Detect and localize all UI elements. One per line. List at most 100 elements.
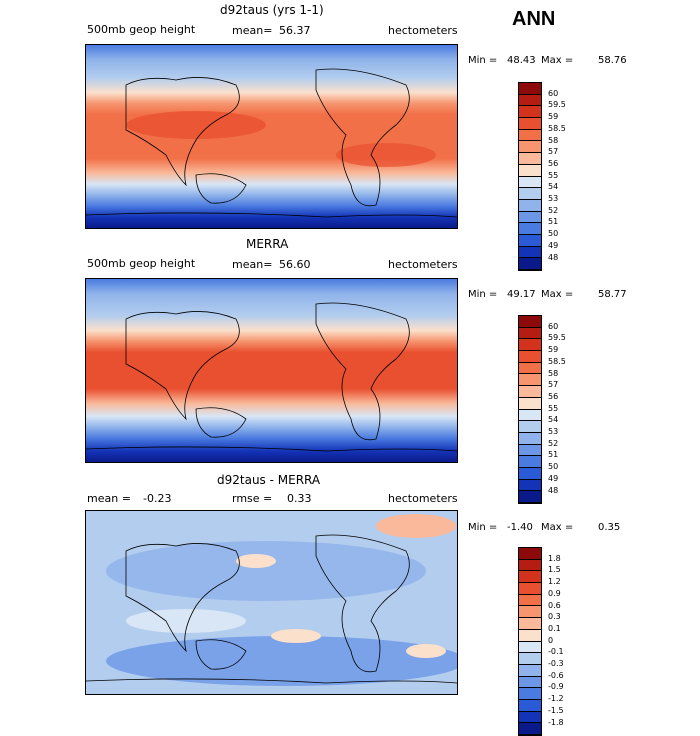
colorbar-tick-label: 59	[548, 345, 559, 355]
colorbar-swatch	[519, 583, 541, 595]
colorbar-swatch	[519, 106, 541, 119]
colorbar-swatch	[519, 141, 541, 154]
panel2-mean-value: 56.60	[279, 258, 311, 271]
colorbar-swatch	[519, 688, 541, 700]
panel1-mean-value: 56.37	[279, 24, 311, 37]
panel3-max-label: Max =	[541, 522, 574, 533]
colorbar-swatch	[519, 409, 541, 422]
panel3-min-label: Min =	[468, 522, 498, 533]
panel2-max-label: Max =	[541, 289, 574, 300]
colorbar-tick-label: 1.2	[548, 577, 561, 587]
colorbar-tick-label: 50	[548, 462, 559, 472]
colorbar-swatch	[519, 456, 541, 468]
colorbar-swatch	[519, 491, 541, 503]
colorbar-tick-label: 54	[548, 182, 559, 192]
colorbar-tick-label: 56	[548, 391, 559, 401]
colorbar-swatch	[519, 618, 541, 630]
panel1-min-label: Min =	[468, 55, 498, 66]
colorbar-tick-label: 55	[548, 170, 559, 180]
colorbar-swatch	[519, 479, 541, 492]
colorbar-swatch	[519, 711, 541, 724]
panel3-map	[85, 510, 458, 695]
panel3-min-value: -1.40	[507, 522, 533, 533]
colorbar-tick-label: 0.1	[548, 623, 561, 633]
colorbar-tick-label: 57	[548, 380, 559, 390]
colorbar-swatch	[519, 246, 541, 259]
colorbar-swatch	[519, 653, 541, 665]
colorbar-tick-label: 58.5	[548, 123, 566, 133]
colorbar-tick-label: 57	[548, 147, 559, 157]
colorbar-tick-label: 1.5	[548, 565, 561, 575]
panel1-map	[85, 44, 458, 229]
colorbar-tick-label: 51	[548, 450, 559, 460]
colorbar-swatch	[519, 188, 541, 200]
colorbar-swatch	[519, 362, 541, 375]
colorbar-tick-label: 59.5	[548, 333, 566, 343]
colorbar-tick-label: 58.5	[548, 356, 566, 366]
colorbar-swatch	[519, 234, 541, 247]
colorbar-tick-label: -0.1	[548, 647, 564, 657]
colorbar-tick-label: 58	[548, 368, 559, 378]
colorbar-swatch	[519, 83, 541, 95]
panel3-units: hectometers	[388, 492, 458, 505]
colorbar-swatch	[519, 94, 541, 107]
colorbar-tick-label: -1.8	[548, 717, 564, 727]
colorbar-swatch	[519, 421, 541, 433]
colorbar-tick-label: 49	[548, 240, 559, 250]
colorbar-tick-label: 0.9	[548, 588, 561, 598]
colorbar-swatch	[519, 467, 541, 480]
panel2-min-label: Min =	[468, 289, 498, 300]
colorbar-tick-label: 59	[548, 112, 559, 122]
colorbar-tick-label: 58	[548, 135, 559, 145]
colorbar-tick-label: 54	[548, 415, 559, 425]
season-label: ANN	[512, 8, 556, 30]
colorbar-swatch	[519, 606, 541, 619]
colorbar-swatch	[519, 664, 541, 677]
colorbar-tick-label: 1.8	[548, 553, 561, 563]
colorbar-swatch	[519, 223, 541, 235]
colorbar-tick-label: 0	[548, 635, 554, 645]
panel1-coastlines	[86, 68, 457, 218]
panel2-mean-label: mean=	[232, 258, 273, 271]
colorbar-tick-label: 52	[548, 205, 559, 215]
colorbar-swatch	[519, 351, 541, 363]
colorbar-tick-label: 0.6	[548, 600, 561, 610]
panel2-left-label: 500mb geop height	[87, 257, 196, 270]
colorbar-tick-label: -1.2	[548, 694, 564, 704]
panel3-rmse-value: 0.33	[287, 492, 312, 505]
colorbar-swatch	[519, 327, 541, 340]
colorbar-tick-label: 53	[548, 427, 559, 436]
colorbar-tick-label: 50	[548, 229, 559, 239]
panel1-max-value: 58.76	[598, 55, 627, 66]
panel1-max-label: Max =	[541, 55, 574, 66]
colorbar-tick-label: -1.5	[548, 705, 564, 715]
panel3-left-label: mean =	[87, 492, 131, 505]
colorbar-swatch	[519, 397, 541, 410]
panel2-max-value: 58.77	[598, 289, 627, 300]
colorbar-swatch	[519, 199, 541, 212]
colorbar-tick-label: 60	[548, 88, 559, 98]
panel3-coastlines	[86, 534, 457, 684]
panel1-units: hectometers	[388, 24, 458, 37]
colorbar-swatch	[519, 339, 541, 352]
panel3-left-value: -0.23	[143, 492, 172, 505]
colorbar-swatch	[519, 211, 541, 224]
colorbar-tick-label: 59.5	[548, 100, 566, 110]
colorbar-tick-label: 53	[548, 194, 559, 203]
panel1-colorbar	[518, 82, 542, 271]
panel1-mean-label: mean=	[232, 24, 273, 37]
colorbar-swatch	[519, 118, 541, 130]
colorbar-tick-label: -0.9	[548, 682, 564, 692]
colorbar-swatch	[519, 316, 541, 328]
colorbar-tick-label: 56	[548, 158, 559, 168]
colorbar-swatch	[519, 176, 541, 189]
colorbar-swatch	[519, 699, 541, 712]
panel3-rmse-label: rmse =	[232, 492, 273, 505]
colorbar-tick-label: 55	[548, 403, 559, 413]
panel3-max-value: 0.35	[598, 522, 621, 533]
panel1-left-label: 500mb geop height	[87, 23, 196, 36]
colorbar-swatch	[519, 129, 541, 142]
colorbar-swatch	[519, 723, 541, 735]
colorbar-tick-label: 60	[548, 321, 559, 331]
panel2-coastlines	[86, 302, 457, 452]
